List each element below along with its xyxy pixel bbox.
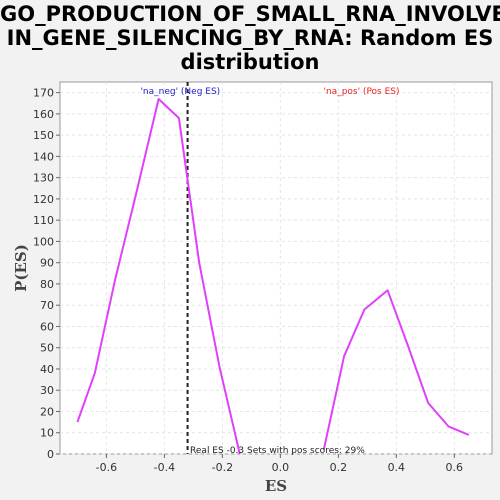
y-tick-label: 150	[33, 129, 54, 142]
x-tick-label: -0.2	[212, 461, 233, 474]
y-tick-label: 90	[40, 257, 54, 270]
y-tick-label: 10	[40, 427, 54, 440]
y-tick-label: 120	[33, 193, 54, 206]
plot-area	[59, 81, 493, 455]
y-tick-label: 50	[40, 342, 54, 355]
y-axis-ticks: 0 10 20 30 40 50 60 70 80 90 100 110 120 130 140 150 160…	[33, 87, 60, 461]
y-axis-label: P(ES)	[12, 244, 30, 292]
y-tick-label: 130	[33, 172, 54, 185]
x-axis-ticks: -0.6 -0.4 -0.2 0.0 0.2 0.4 0.6	[96, 454, 463, 474]
y-tick-label: 160	[33, 108, 54, 121]
series-line-neg-es	[76, 98, 241, 455]
legend-pos-es: 'na_pos' (Pos ES)	[324, 87, 400, 97]
y-tick-label: 100	[33, 235, 54, 248]
x-tick-label: -0.6	[96, 461, 117, 474]
y-tick-label: 60	[40, 320, 54, 333]
real-es-annotation: Real ES -0.3 Sets with pos scores: 29%	[190, 446, 365, 456]
grid-lines	[60, 82, 492, 455]
y-tick-label: 110	[33, 214, 54, 227]
x-tick-label: 0.4	[388, 461, 406, 474]
x-tick-label: 0.2	[330, 461, 348, 474]
legend-neg-es: 'na_neg' (Neg ES)	[140, 87, 220, 97]
chart-title-line-2: IN_GENE_SILENCING_BY_RNA: Random ES	[6, 26, 494, 50]
x-tick-label: -0.4	[154, 461, 175, 474]
x-tick-label: 0.0	[272, 461, 290, 474]
chart-title: GO_PRODUCTION_OF_SMALL_RNA_INVOLVED_ IN_…	[0, 2, 500, 74]
x-tick-label: 0.6	[446, 461, 464, 474]
chart-title-line-3: distribution	[180, 50, 320, 74]
x-axis-label: ES	[265, 477, 287, 495]
y-tick-label: 140	[33, 150, 54, 163]
y-tick-label: 30	[40, 384, 54, 397]
y-tick-label: 70	[40, 299, 54, 312]
series-lines	[76, 98, 470, 455]
y-tick-label: 40	[40, 363, 54, 376]
series-line-pos-es	[322, 289, 470, 450]
y-tick-label: 80	[40, 278, 54, 291]
y-tick-label: 170	[33, 87, 54, 100]
y-tick-label: 20	[40, 405, 54, 418]
y-tick-label: 0	[47, 448, 54, 461]
chart-title-line-1: GO_PRODUCTION_OF_SMALL_RNA_INVOLVED_	[0, 2, 500, 26]
